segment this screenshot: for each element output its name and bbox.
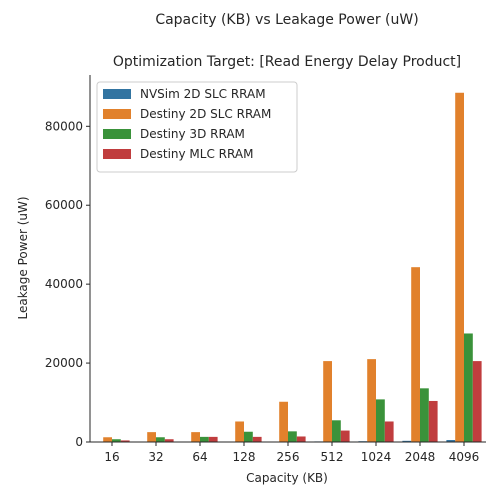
bar-nvsim-2d-slc-rram-4096	[446, 440, 456, 442]
chart-subtitle: Optimization Target: [Read Energy Delay …	[113, 54, 461, 70]
bar-destiny-3d-rram-512	[332, 420, 341, 442]
y-tick-label: 40000	[45, 277, 83, 291]
x-tick-label: 16	[104, 450, 119, 464]
bar-destiny-mlc-rram-64	[208, 436, 218, 442]
bar-destiny-2d-slc-rram-64	[191, 432, 200, 442]
bar-destiny-3d-rram-64	[200, 436, 209, 442]
bar-destiny-2d-slc-rram-128	[235, 421, 244, 442]
bar-destiny-3d-rram-1024	[376, 399, 385, 442]
bar-destiny-3d-rram-2048	[420, 388, 429, 442]
y-axis-label: Leakage Power (uW)	[16, 196, 30, 319]
x-tick-label: 512	[321, 450, 344, 464]
legend-swatch-nvsim-2d-slc-rram	[103, 89, 131, 99]
y-tick-label: 60000	[45, 198, 83, 212]
legend-label-destiny-3d-rram: Destiny 3D RRAM	[140, 127, 245, 141]
x-tick-label: 2048	[405, 450, 436, 464]
bar-destiny-mlc-rram-4096	[472, 361, 482, 442]
bar-destiny-3d-rram-16	[112, 439, 121, 442]
legend-box	[96, 81, 298, 173]
bar-destiny-3d-rram-128	[244, 431, 253, 442]
legend-swatch-destiny-2d-slc-rram	[103, 109, 131, 119]
bar-destiny-mlc-rram-256	[296, 436, 306, 442]
x-axis-label: Capacity (KB)	[246, 471, 328, 485]
bar-destiny-2d-slc-rram-4096	[455, 92, 464, 442]
x-tick-label: 64	[192, 450, 207, 464]
bar-destiny-mlc-rram-1024	[384, 421, 394, 442]
bar-destiny-2d-slc-rram-2048	[411, 267, 420, 442]
bar-destiny-mlc-rram-512	[340, 430, 350, 442]
y-tick-label: 0	[75, 435, 83, 449]
legend-swatch-destiny-3d-rram	[103, 129, 131, 139]
bar-destiny-2d-slc-rram-512	[323, 361, 332, 442]
legend-label-destiny-2d-slc-rram: Destiny 2D SLC RRAM	[140, 107, 271, 121]
x-tick-label: 32	[148, 450, 163, 464]
bar-destiny-mlc-rram-16	[120, 440, 130, 442]
bar-destiny-3d-rram-4096	[464, 333, 473, 442]
bar-destiny-2d-slc-rram-256	[279, 401, 288, 442]
x-tick-label: 128	[233, 450, 256, 464]
legend-label-destiny-mlc-rram: Destiny MLC RRAM	[140, 147, 253, 161]
bar-destiny-mlc-rram-128	[252, 436, 262, 442]
x-tick-label: 4096	[449, 450, 480, 464]
y-tick-label: 20000	[45, 356, 83, 370]
y-tick-label: 80000	[45, 119, 83, 133]
bar-destiny-2d-slc-rram-32	[147, 432, 156, 442]
bar-nvsim-2d-slc-rram-2048	[402, 440, 412, 442]
x-tick-label: 256	[277, 450, 300, 464]
bar-destiny-3d-rram-32	[156, 437, 165, 442]
bar-destiny-3d-rram-256	[288, 431, 297, 442]
legend: NVSim 2D SLC RRAM Destiny 2D SLC RRAM Dest…	[96, 81, 298, 173]
bar-destiny-mlc-rram-32	[164, 439, 174, 442]
x-tick-label: 1024	[361, 450, 392, 464]
bars	[94, 92, 482, 442]
bar-destiny-2d-slc-rram-16	[103, 437, 112, 442]
bar-destiny-mlc-rram-2048	[428, 400, 438, 442]
x-ticks: 16 32 64 128 256 512 1024 2048 4096	[104, 442, 479, 464]
legend-label-nvsim-2d-slc-rram: NVSim 2D SLC RRAM	[140, 87, 266, 101]
y-ticks: 0 20000 40000 60000 80000	[45, 119, 90, 449]
bar-destiny-2d-slc-rram-1024	[367, 359, 376, 442]
chart-title: Capacity (KB) vs Leakage Power (uW)	[155, 12, 418, 28]
legend-swatch-destiny-mlc-rram	[103, 149, 131, 159]
